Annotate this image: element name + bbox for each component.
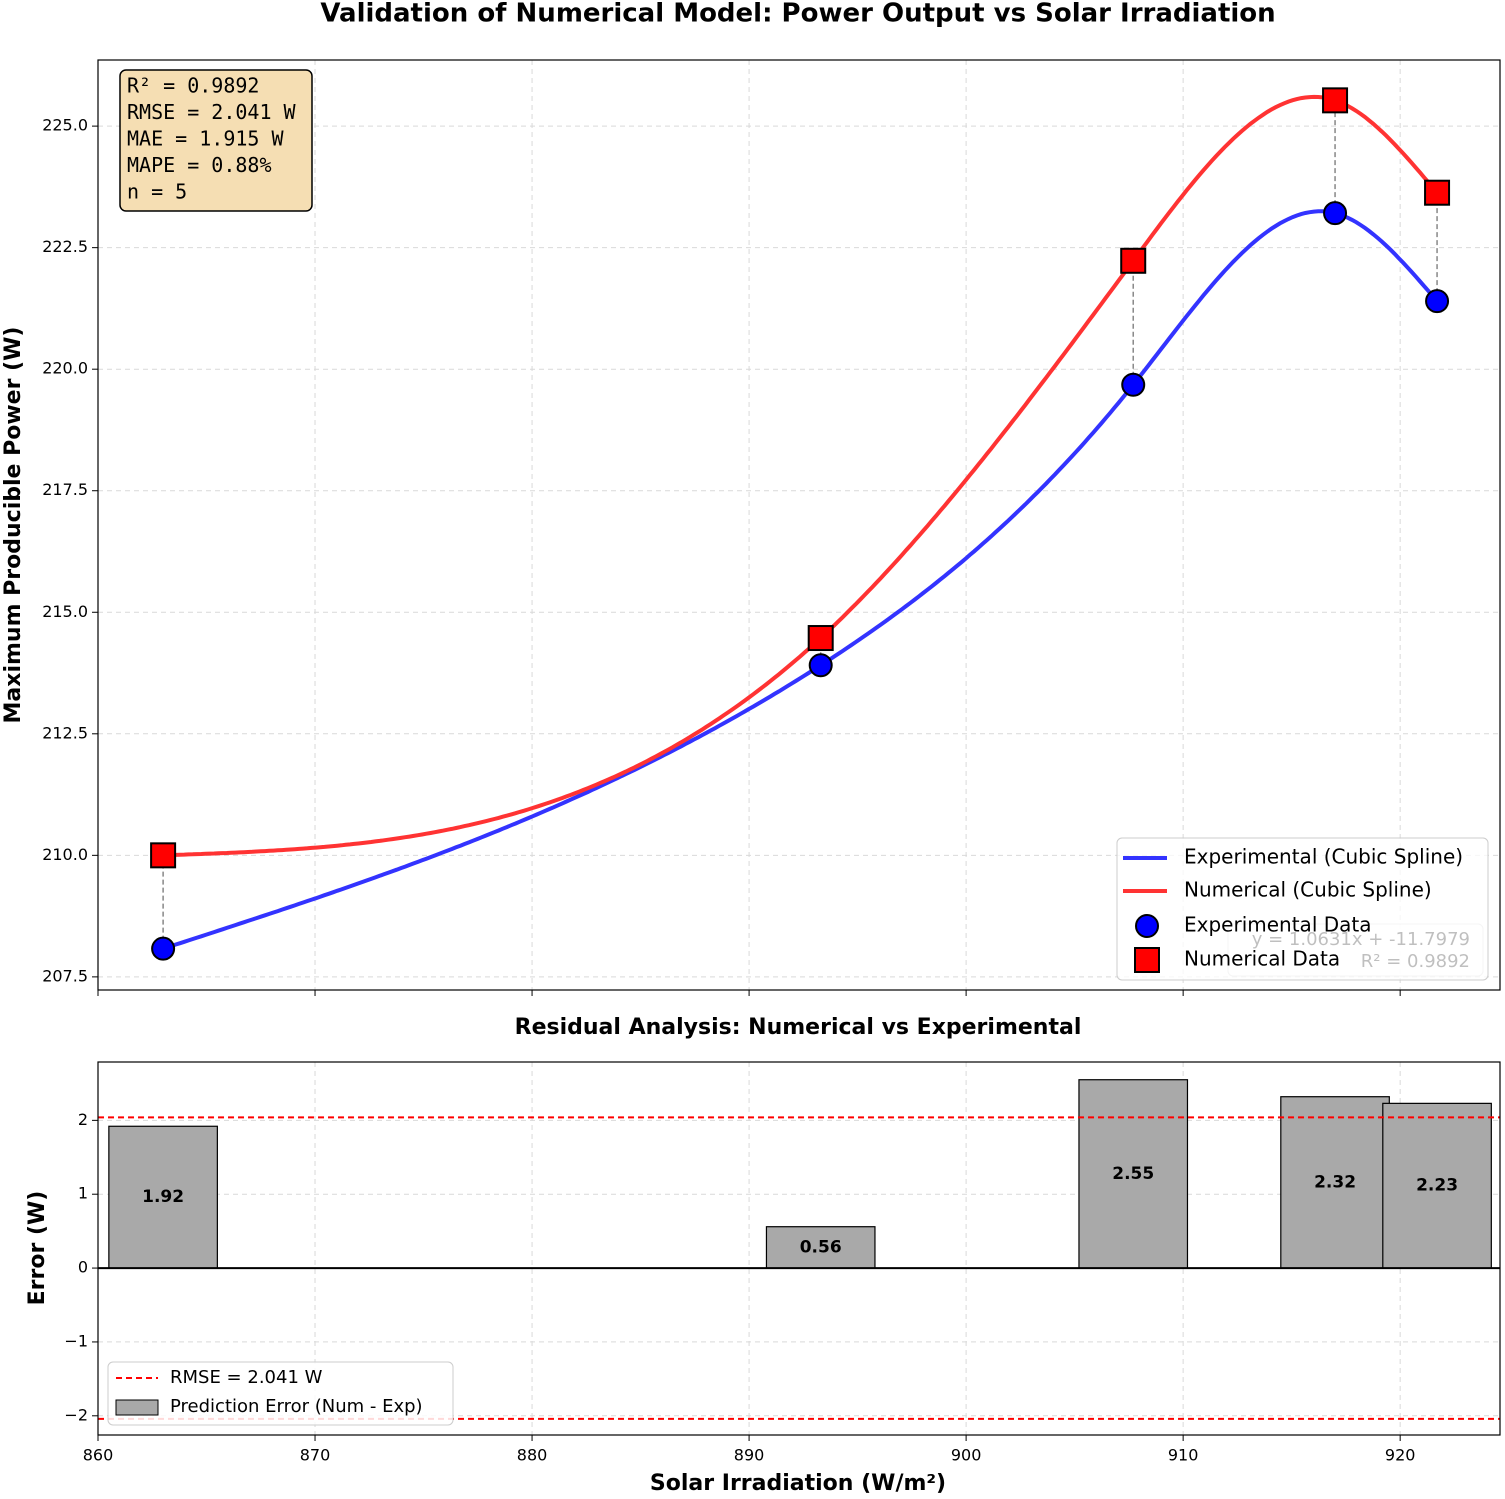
stats-text: RMSE = 2.041 W bbox=[127, 100, 297, 124]
y-tick-label: −2 bbox=[64, 1405, 88, 1424]
y-tick-label: 2 bbox=[78, 1110, 88, 1129]
stats-text: MAE = 1.915 W bbox=[127, 127, 284, 151]
data-point bbox=[1424, 179, 1451, 206]
y-tick-label: 215.0 bbox=[42, 602, 88, 621]
legend-label: Experimental (Cubic Spline) bbox=[1184, 845, 1463, 869]
bar bbox=[1280, 1096, 1390, 1269]
x-tick-label: 870 bbox=[300, 1446, 331, 1465]
chart-title: Validation of Numerical Model: Power Out… bbox=[320, 0, 1275, 29]
stats-text: MAPE = 0.88% bbox=[127, 153, 272, 177]
y-tick-label: 210.0 bbox=[42, 845, 88, 864]
legend-handle bbox=[1134, 947, 1160, 973]
axes-frame bbox=[97, 1061, 1501, 1436]
data-point bbox=[1425, 289, 1450, 314]
axes-frame bbox=[97, 59, 1501, 991]
legend-label: Prediction Error (Num - Exp) bbox=[170, 1396, 423, 1417]
data-point bbox=[807, 625, 834, 652]
bar bbox=[1078, 1079, 1189, 1269]
bar bbox=[765, 1226, 876, 1269]
legend-handle bbox=[115, 1399, 159, 1416]
data-point bbox=[1322, 87, 1349, 114]
data-label: 0.56 bbox=[800, 1237, 842, 1257]
data-label: 2.55 bbox=[1112, 1164, 1154, 1184]
stats-text: R² = 0.9892 bbox=[127, 74, 259, 98]
y-tick-label: 207.5 bbox=[42, 966, 88, 985]
data-point bbox=[1323, 201, 1348, 226]
data-point bbox=[1120, 247, 1147, 274]
y-tick-label: 222.5 bbox=[42, 237, 88, 256]
x-tick-label: 860 bbox=[83, 1446, 114, 1465]
y-tick-label: 220.0 bbox=[42, 359, 88, 378]
x-tick-label: 910 bbox=[1168, 1446, 1199, 1465]
legend-label: Experimental Data bbox=[1184, 913, 1371, 937]
y-tick-label: 212.5 bbox=[42, 723, 88, 742]
x-tick-label: 900 bbox=[951, 1446, 982, 1465]
x-tick-label: 920 bbox=[1385, 1446, 1416, 1465]
stats-text: n = 5 bbox=[127, 180, 187, 204]
spline-line bbox=[162, 209, 1439, 951]
legend-label: Numerical Data bbox=[1184, 947, 1340, 971]
x-axis-label: Solar Irradiation (W/m²) bbox=[650, 1471, 946, 1496]
data-point bbox=[151, 936, 176, 961]
data-label: 2.32 bbox=[1314, 1172, 1356, 1192]
data-point bbox=[1121, 372, 1146, 397]
legend-label: RMSE = 2.041 W bbox=[170, 1367, 323, 1388]
x-tick-label: 880 bbox=[517, 1446, 548, 1465]
data-point bbox=[808, 653, 833, 678]
legend-handle bbox=[1135, 914, 1159, 938]
legend-box bbox=[1116, 837, 1489, 981]
subplot-title: Residual Analysis: Numerical vs Experime… bbox=[515, 1015, 1082, 1040]
x-tick-label: 890 bbox=[734, 1446, 765, 1465]
data-label: 1.92 bbox=[142, 1187, 184, 1207]
data-point bbox=[150, 842, 177, 869]
bar bbox=[108, 1125, 218, 1269]
y-axis-label: Maximum Producible Power (W) bbox=[1, 327, 26, 724]
legend-label: Numerical (Cubic Spline) bbox=[1184, 878, 1432, 902]
stats-box bbox=[119, 69, 313, 212]
data-label: 2.23 bbox=[1416, 1176, 1458, 1196]
y-tick-label: 1 bbox=[78, 1184, 88, 1203]
y-tick-label: 0 bbox=[78, 1258, 88, 1277]
bar bbox=[1382, 1102, 1492, 1269]
spline-line bbox=[163, 94, 1439, 858]
y-axis-label: Error (W) bbox=[25, 1191, 50, 1306]
y-tick-label: −1 bbox=[64, 1331, 88, 1350]
y-tick-label: 225.0 bbox=[42, 116, 88, 135]
y-tick-label: 217.5 bbox=[42, 480, 88, 499]
legend-box bbox=[107, 1361, 454, 1426]
